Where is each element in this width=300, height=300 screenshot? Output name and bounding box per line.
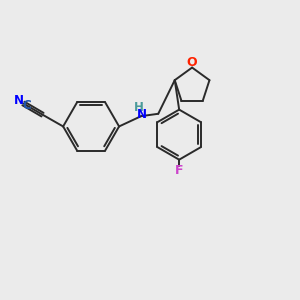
Text: O: O xyxy=(186,56,197,69)
Text: H: H xyxy=(134,101,144,114)
Text: C: C xyxy=(22,99,31,112)
Text: F: F xyxy=(175,164,183,177)
Text: N: N xyxy=(14,94,23,107)
Text: N: N xyxy=(137,108,147,121)
